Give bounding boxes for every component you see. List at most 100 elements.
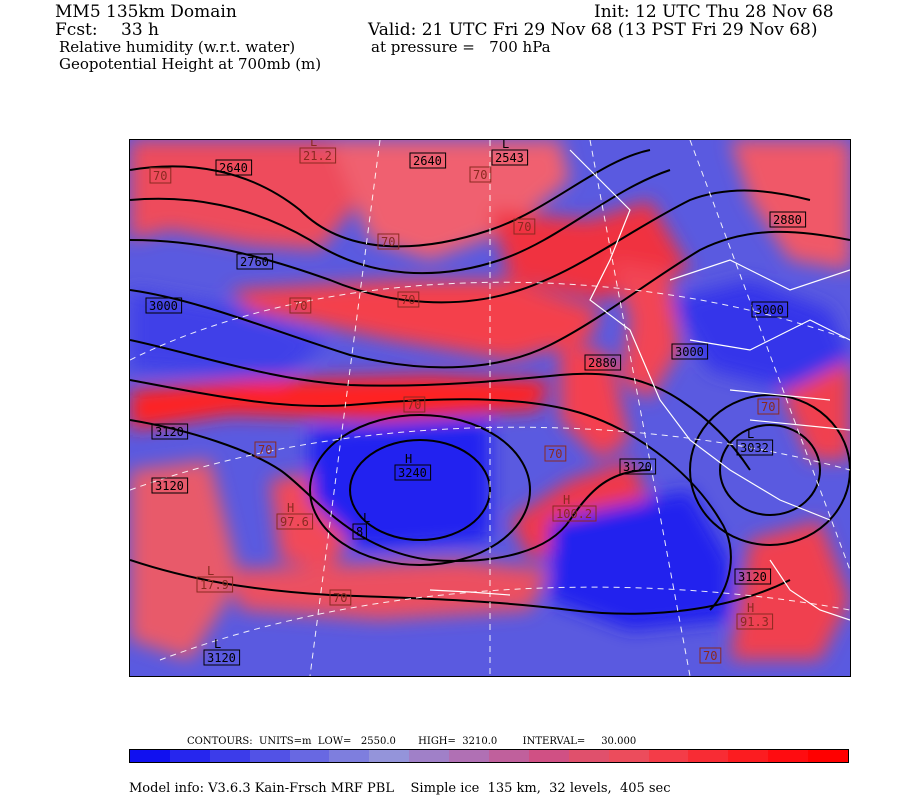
contour-label-box: [236, 253, 274, 270]
contour-label: 3120: [738, 570, 767, 584]
low-marker: L: [214, 637, 221, 651]
map-canvas: 2640 2640 2760 3000 3120 2880 3000 3000 3120 3120…: [130, 140, 850, 676]
colorbar-swatch: [648, 750, 689, 762]
rh-label: 70: [473, 168, 487, 182]
colorbar-swatch: [528, 750, 569, 762]
rh-label-box: [699, 647, 722, 664]
rh-label: 70: [703, 649, 717, 663]
rh-label: 70: [153, 169, 167, 183]
contour-label-box: [584, 354, 622, 371]
contour-label: 3120: [155, 479, 184, 493]
contour-label: 3000: [755, 303, 784, 317]
contour-label-box: [409, 152, 447, 169]
contour-label-box: [151, 423, 189, 440]
rh-label: 70: [517, 220, 531, 234]
lat-lon-grid: [130, 140, 850, 676]
rh-label: 70: [407, 398, 421, 412]
colorbar-swatch: [688, 750, 729, 762]
extremum-value: 8: [356, 525, 363, 539]
extremum-value: 21.2: [303, 149, 332, 163]
colorbar-swatch: [249, 750, 290, 762]
extremum-value-box: [491, 149, 529, 166]
extremum-value: 3032: [740, 441, 769, 455]
extremum-value-box: [299, 147, 337, 164]
init-time: Init: 12 UTC Thu 28 Nov 68: [594, 2, 834, 22]
model-info: Model info: V3.6.3 Kain-Frsch MRF PBL Si…: [129, 781, 671, 796]
colorbar-swatch: [608, 750, 649, 762]
extremum-value: 3120: [207, 651, 236, 665]
colorbar-swatch: [449, 750, 490, 762]
extremum-value: 100.2: [556, 507, 592, 521]
extremum-value-box: [736, 613, 774, 630]
rh-label-box: [513, 218, 536, 235]
contour-label-box: [151, 477, 189, 494]
rh-label-box: [397, 291, 420, 308]
rh-label-box: [403, 396, 426, 413]
high-marker: H: [287, 501, 294, 515]
extremum-value-box: [394, 464, 432, 481]
low-marker: L: [747, 427, 754, 441]
rh-label: 70: [333, 591, 347, 605]
contour-label-box: [215, 159, 253, 176]
rh-label: 70: [548, 447, 562, 461]
rh-label: 70: [401, 293, 415, 307]
extremum-value-box: [552, 505, 597, 522]
rh-label-box: [377, 233, 400, 250]
colorbar-swatch: [568, 750, 609, 762]
contour-label: 3000: [675, 345, 704, 359]
height-contours: [130, 149, 850, 615]
colorbar-swatch: [289, 750, 330, 762]
extremum-value: 91.3: [740, 615, 769, 629]
forecast-label: Fcst:: [55, 20, 98, 40]
rh-label: 70: [258, 443, 272, 457]
coastlines: [429, 149, 850, 621]
contour-label-box: [671, 343, 709, 360]
colorbar-swatch: [130, 750, 170, 762]
rh-colorbar: [129, 749, 849, 763]
colorbar-swatch: [768, 750, 809, 762]
rh-label-box: [329, 589, 352, 606]
field-height-label: Geopotential Height at 700mb (m): [59, 55, 322, 73]
extremum-value-box: [196, 576, 234, 593]
extremum-value: 2543: [495, 151, 524, 165]
colorbar-swatch: [369, 750, 410, 762]
contour-label: 3000: [149, 299, 178, 313]
rh-label: 70: [381, 235, 395, 249]
contour-legend: CONTOURS: UNITS=m LOW= 2550.0 HIGH= 3210…: [187, 736, 637, 747]
extremum-value: 97.6: [280, 515, 309, 529]
field-rh-label: Relative humidity (w.r.t. water): [59, 38, 296, 56]
contour-label: 2640: [219, 161, 248, 175]
rh-label: 70: [293, 299, 307, 313]
extremum-value-box: [276, 513, 314, 530]
high-marker: H: [563, 493, 570, 507]
contour-label: 3120: [623, 460, 652, 474]
forecast-hours: 33 h: [121, 20, 159, 40]
rh-label-box: [289, 297, 312, 314]
contour-label-box: [734, 568, 772, 585]
colorbar-swatch: [409, 750, 450, 762]
colorbar-swatch: [728, 750, 769, 762]
contour-label-box: [769, 211, 807, 228]
rh-label-box: [757, 398, 780, 415]
domain-title: MM5 135km Domain: [55, 2, 237, 22]
contour-label-box: [145, 297, 183, 314]
low-marker: L: [207, 564, 214, 578]
rh-label-box: [254, 441, 277, 458]
map-labels: 2640 2640 2760 3000 3120 2880 3000 3000 3120 3120…: [145, 140, 807, 666]
high-marker: H: [405, 452, 412, 466]
low-marker: L: [310, 140, 317, 149]
contour-label: 2880: [773, 213, 802, 227]
high-marker: H: [747, 601, 754, 615]
contour-label-box: [751, 301, 789, 318]
colorbar-swatch: [329, 750, 370, 762]
extremum-value-box: [352, 523, 367, 540]
low-marker: L: [502, 140, 509, 151]
colorbar-swatch: [808, 750, 849, 762]
contour-label: 2760: [240, 255, 269, 269]
extremum-value: 3240: [398, 466, 427, 480]
pressure-level: at pressure = 700 hPa: [371, 38, 551, 56]
extremum-value: 17.9: [200, 578, 229, 592]
contour-label: 2640: [413, 154, 442, 168]
colorbar-swatch: [209, 750, 250, 762]
low-marker: L: [363, 511, 370, 525]
